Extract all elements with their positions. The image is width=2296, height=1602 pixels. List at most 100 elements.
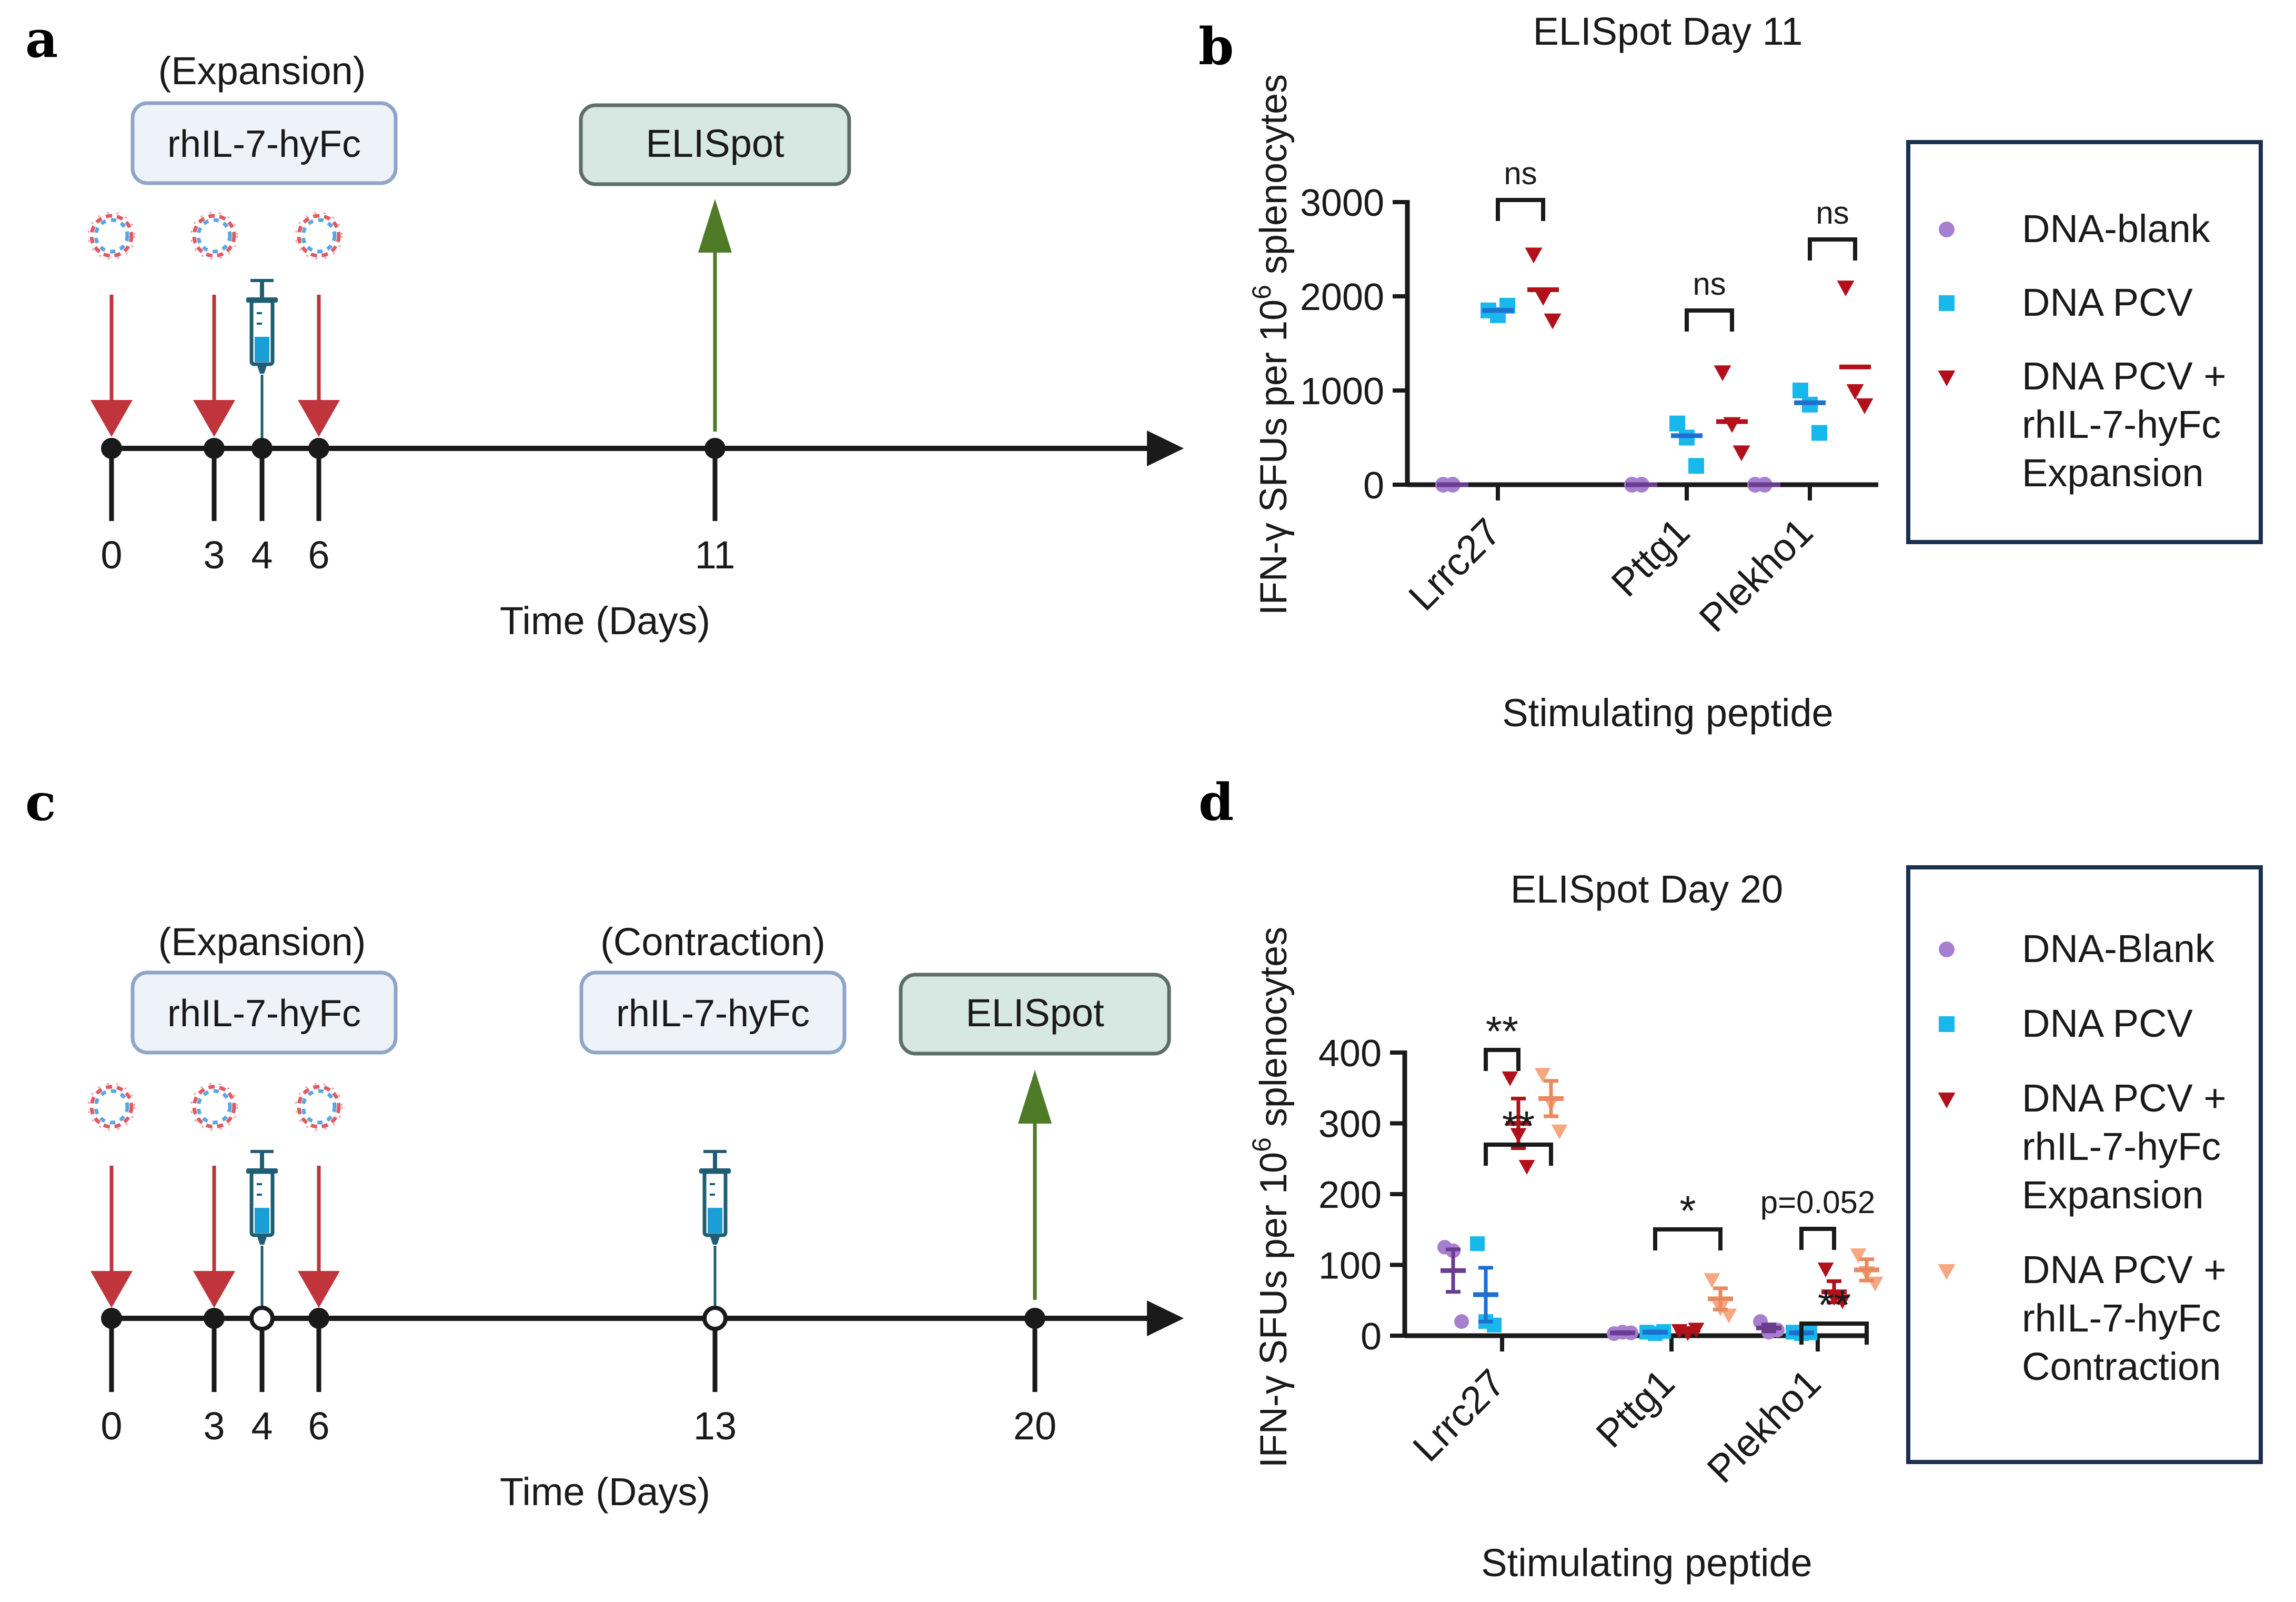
expansion-label: (Expansion) bbox=[158, 49, 366, 93]
legend-marker bbox=[1939, 295, 1955, 311]
y-axis-label-sup: 6 bbox=[1247, 285, 1276, 299]
timeline-xlabel: Time (Days) bbox=[500, 599, 710, 643]
legend-label: DNA PCV + bbox=[2022, 1076, 2227, 1120]
drug-box bbox=[130, 101, 398, 185]
plasmid-dna-icon bbox=[88, 1084, 135, 1130]
panel-label-a: a bbox=[25, 9, 58, 69]
plasmid-dna-icon bbox=[191, 213, 237, 259]
y-tick-label: 400 bbox=[1318, 1033, 1382, 1075]
timeline-arrowhead-icon bbox=[1147, 1300, 1184, 1336]
tick-label: 4 bbox=[251, 1404, 273, 1448]
data-point bbox=[1811, 425, 1827, 441]
data-point bbox=[1525, 247, 1543, 264]
significance-label: ** bbox=[1486, 1008, 1518, 1055]
elispot-box-label: ELISpot bbox=[646, 122, 784, 165]
elispot-box bbox=[579, 103, 851, 186]
x-axis-label: Stimulating peptide bbox=[1502, 691, 1833, 735]
plasmid-dna-icon bbox=[296, 1084, 342, 1130]
data-point bbox=[1502, 1071, 1518, 1086]
x-tick-label: Pttg1 bbox=[1587, 1361, 1683, 1456]
tick-label: 3 bbox=[203, 533, 225, 577]
legend-b: DNA-blank DNA PCV DNA PCV + rhIL-7-hyFc Expa… bbox=[1906, 140, 2263, 544]
legend-marker bbox=[1938, 1093, 1956, 1108]
significance-label: ns bbox=[1816, 195, 1849, 231]
data-point bbox=[1470, 1236, 1485, 1251]
chart-b: ELISpot Day 11 0 1000 2000 3000 Lrrc27 Pttg1Pl… bbox=[1247, 9, 1878, 735]
data-point bbox=[1551, 1124, 1568, 1139]
tick-label: 0 bbox=[100, 533, 122, 577]
arrowhead-icon bbox=[90, 1271, 133, 1308]
y-axis-label-main: IFN-γ SFUs per 10 bbox=[1253, 299, 1295, 615]
legend-label: Expansion bbox=[2022, 1173, 2204, 1217]
tick-label: 6 bbox=[308, 1404, 329, 1448]
y-tick-label: 1000 bbox=[1300, 371, 1384, 413]
arrowhead-icon bbox=[193, 1271, 235, 1308]
syringe-icon bbox=[246, 279, 278, 374]
significance-bracket bbox=[1808, 237, 1857, 261]
legend-marker bbox=[1938, 1264, 1956, 1280]
legend-label: DNA PCV + bbox=[2022, 1248, 2227, 1291]
significance-label: ** bbox=[1502, 1103, 1535, 1149]
drug-box-label: rhIL-7-hyFc bbox=[167, 993, 361, 1035]
y-axis-label: IFN-γ SFUs per 106 splenocytes bbox=[1247, 74, 1295, 615]
significance-bracket bbox=[1799, 1321, 1869, 1345]
tick-label: 13 bbox=[693, 1404, 737, 1448]
significance-label: ns bbox=[1504, 156, 1537, 191]
x-axis-label: Stimulating peptide bbox=[1481, 1541, 1812, 1585]
data-point bbox=[1793, 383, 1808, 398]
y-tick-label: 0 bbox=[1361, 1316, 1382, 1358]
y-axis-label-tail: splenocytes bbox=[1253, 74, 1295, 285]
data-point bbox=[1688, 458, 1704, 474]
y-axis-label-sup: 6 bbox=[1247, 1137, 1276, 1152]
tick-label: 20 bbox=[1013, 1404, 1056, 1448]
legend-marker bbox=[1939, 942, 1955, 957]
legend-marker bbox=[1939, 222, 1955, 237]
data-point bbox=[1850, 1248, 1867, 1264]
chart-d: ELISpot Day 20 0 100 200 300 400 Lrrc27 Pttg1 Pl… bbox=[1247, 867, 1884, 1585]
arrowhead-icon bbox=[90, 400, 133, 437]
x-tick-label: Plekho1 bbox=[1691, 510, 1821, 640]
drug-box-label: rhIL-7-hyFc bbox=[167, 123, 361, 165]
data-point bbox=[1534, 290, 1552, 306]
legend-label: DNA PCV + bbox=[2022, 354, 2227, 398]
elispot-box-label: ELISpot bbox=[965, 991, 1104, 1035]
legend-label: DNA PCV bbox=[2022, 1002, 2193, 1045]
data-point bbox=[1733, 445, 1750, 462]
data-point bbox=[1837, 281, 1855, 297]
data-point bbox=[1534, 1068, 1551, 1083]
data-point bbox=[1856, 398, 1874, 414]
data-point bbox=[1720, 1308, 1737, 1324]
legend-label: DNA PCV bbox=[2022, 281, 2193, 324]
data-point bbox=[1518, 1160, 1535, 1175]
y-axis-label: IFN-γ SFUs per 106 splenocytes bbox=[1247, 927, 1295, 1468]
legend-label: rhIL-7-hyFc bbox=[2022, 1296, 2221, 1340]
syringe-icon bbox=[246, 1150, 278, 1245]
tick-label: 4 bbox=[251, 533, 273, 577]
arrowhead-icon bbox=[698, 199, 732, 253]
plasmid-dna-icon bbox=[296, 213, 342, 259]
y-axis-label-main: IFN-γ SFUs per 10 bbox=[1253, 1152, 1295, 1468]
y-tick-label: 300 bbox=[1318, 1104, 1382, 1146]
plasmid-dna-icon bbox=[88, 213, 135, 259]
y-tick-label: 100 bbox=[1318, 1245, 1382, 1287]
legend-label: DNA-blank bbox=[2022, 207, 2211, 251]
y-axis-label-tail: splenocytes bbox=[1253, 927, 1295, 1137]
legend-label: rhIL-7-hyFc bbox=[2022, 1125, 2221, 1168]
contraction-label: (Contraction) bbox=[600, 920, 825, 964]
syringe-icon bbox=[699, 1150, 731, 1245]
tick-label: 11 bbox=[695, 533, 736, 577]
x-tick-label: Pttg1 bbox=[1603, 510, 1698, 605]
x-tick-label: Lrrc27 bbox=[1404, 1361, 1513, 1470]
legend-label: rhIL-7-hyFc bbox=[2022, 403, 2221, 446]
tick-label: 0 bbox=[100, 1404, 122, 1448]
arrowhead-icon bbox=[298, 400, 340, 437]
significance-label: ns bbox=[1693, 266, 1726, 302]
drug-box bbox=[130, 970, 398, 1055]
y-tick-label: 200 bbox=[1318, 1174, 1382, 1216]
arrowhead-icon bbox=[298, 1271, 340, 1308]
chart-title: ELISpot Day 11 bbox=[1533, 9, 1803, 53]
data-point bbox=[1846, 384, 1864, 400]
legend-d: DNA-Blank DNA PCV DNA PCV + rhIL-7-hyFc Expa… bbox=[1906, 865, 2263, 1464]
panel-label-c: c bbox=[25, 773, 56, 832]
